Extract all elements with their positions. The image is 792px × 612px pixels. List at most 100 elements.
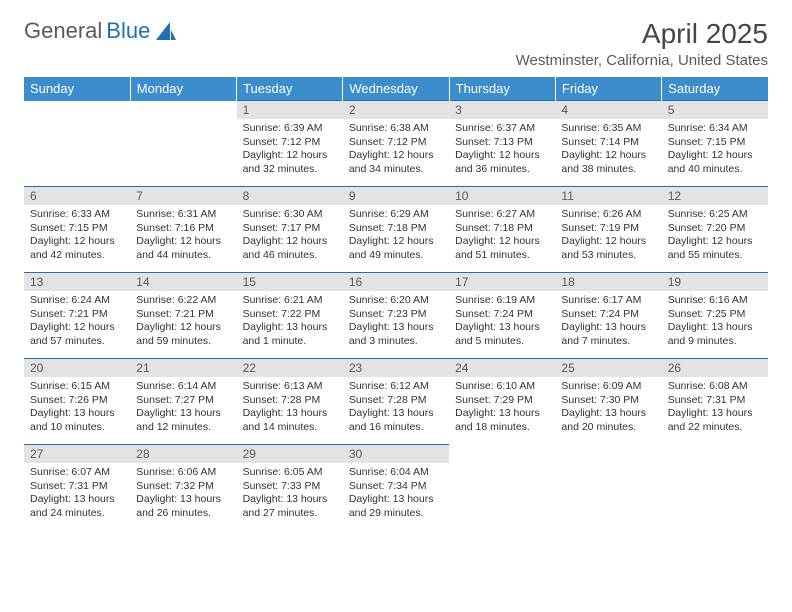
sunset-text: Sunset: 7:24 PM <box>561 308 655 322</box>
daylight-text: Daylight: 13 hours and 9 minutes. <box>668 321 762 348</box>
day-number: 5 <box>662 101 768 119</box>
sunrise-text: Sunrise: 6:04 AM <box>349 466 443 480</box>
week-row: 1Sunrise: 6:39 AMSunset: 7:12 PMDaylight… <box>24 101 768 187</box>
sunrise-text: Sunrise: 6:37 AM <box>455 122 549 136</box>
daylight-text: Daylight: 12 hours and 59 minutes. <box>136 321 230 348</box>
day-details: Sunrise: 6:13 AMSunset: 7:28 PMDaylight:… <box>237 377 343 439</box>
day-cell: 15Sunrise: 6:21 AMSunset: 7:22 PMDayligh… <box>237 273 343 359</box>
sunrise-text: Sunrise: 6:12 AM <box>349 380 443 394</box>
daylight-text: Daylight: 13 hours and 1 minute. <box>243 321 337 348</box>
sunrise-text: Sunrise: 6:05 AM <box>243 466 337 480</box>
day-cell <box>130 101 236 187</box>
day-details: Sunrise: 6:19 AMSunset: 7:24 PMDaylight:… <box>449 291 555 353</box>
daylight-text: Daylight: 12 hours and 38 minutes. <box>561 149 655 176</box>
week-row: 13Sunrise: 6:24 AMSunset: 7:21 PMDayligh… <box>24 273 768 359</box>
logo-text-blue: Blue <box>106 18 150 44</box>
day-details: Sunrise: 6:30 AMSunset: 7:17 PMDaylight:… <box>237 205 343 267</box>
day-number: 25 <box>555 359 661 377</box>
day-cell: 14Sunrise: 6:22 AMSunset: 7:21 PMDayligh… <box>130 273 236 359</box>
day-details: Sunrise: 6:37 AMSunset: 7:13 PMDaylight:… <box>449 119 555 181</box>
day-cell: 20Sunrise: 6:15 AMSunset: 7:26 PMDayligh… <box>24 359 130 445</box>
day-cell: 27Sunrise: 6:07 AMSunset: 7:31 PMDayligh… <box>24 445 130 531</box>
day-number: 23 <box>343 359 449 377</box>
day-cell: 28Sunrise: 6:06 AMSunset: 7:32 PMDayligh… <box>130 445 236 531</box>
sunrise-text: Sunrise: 6:31 AM <box>136 208 230 222</box>
day-details: Sunrise: 6:26 AMSunset: 7:19 PMDaylight:… <box>555 205 661 267</box>
sunrise-text: Sunrise: 6:10 AM <box>455 380 549 394</box>
day-cell <box>555 445 661 531</box>
day-number: 4 <box>555 101 661 119</box>
sunset-text: Sunset: 7:18 PM <box>349 222 443 236</box>
daylight-text: Daylight: 12 hours and 57 minutes. <box>30 321 124 348</box>
sunset-text: Sunset: 7:24 PM <box>455 308 549 322</box>
location-text: Westminster, California, United States <box>516 52 768 69</box>
sunset-text: Sunset: 7:14 PM <box>561 136 655 150</box>
sunrise-text: Sunrise: 6:19 AM <box>455 294 549 308</box>
day-number: 18 <box>555 273 661 291</box>
sunset-text: Sunset: 7:17 PM <box>243 222 337 236</box>
day-number: 26 <box>662 359 768 377</box>
day-number: 2 <box>343 101 449 119</box>
daylight-text: Daylight: 13 hours and 27 minutes. <box>243 493 337 520</box>
sunrise-text: Sunrise: 6:08 AM <box>668 380 762 394</box>
sunrise-text: Sunrise: 6:16 AM <box>668 294 762 308</box>
day-number: 12 <box>662 187 768 205</box>
day-number: 9 <box>343 187 449 205</box>
daylight-text: Daylight: 13 hours and 10 minutes. <box>30 407 124 434</box>
sunset-text: Sunset: 7:12 PM <box>243 136 337 150</box>
day-details: Sunrise: 6:20 AMSunset: 7:23 PMDaylight:… <box>343 291 449 353</box>
sunrise-text: Sunrise: 6:29 AM <box>349 208 443 222</box>
daylight-text: Daylight: 13 hours and 3 minutes. <box>349 321 443 348</box>
day-number: 24 <box>449 359 555 377</box>
daylight-text: Daylight: 13 hours and 20 minutes. <box>561 407 655 434</box>
day-header: Sunday <box>24 77 130 101</box>
day-number: 10 <box>449 187 555 205</box>
sunrise-text: Sunrise: 6:25 AM <box>668 208 762 222</box>
sunrise-text: Sunrise: 6:22 AM <box>136 294 230 308</box>
sunset-text: Sunset: 7:31 PM <box>668 394 762 408</box>
day-cell <box>662 445 768 531</box>
sunrise-text: Sunrise: 6:09 AM <box>561 380 655 394</box>
sunset-text: Sunset: 7:32 PM <box>136 480 230 494</box>
day-header: Wednesday <box>343 77 449 101</box>
daylight-text: Daylight: 13 hours and 29 minutes. <box>349 493 443 520</box>
day-cell: 26Sunrise: 6:08 AMSunset: 7:31 PMDayligh… <box>662 359 768 445</box>
week-row: 20Sunrise: 6:15 AMSunset: 7:26 PMDayligh… <box>24 359 768 445</box>
page-title: April 2025 <box>516 18 768 50</box>
daylight-text: Daylight: 12 hours and 49 minutes. <box>349 235 443 262</box>
day-details: Sunrise: 6:15 AMSunset: 7:26 PMDaylight:… <box>24 377 130 439</box>
sunset-text: Sunset: 7:29 PM <box>455 394 549 408</box>
day-details: Sunrise: 6:33 AMSunset: 7:15 PMDaylight:… <box>24 205 130 267</box>
day-details: Sunrise: 6:17 AMSunset: 7:24 PMDaylight:… <box>555 291 661 353</box>
day-cell: 5Sunrise: 6:34 AMSunset: 7:15 PMDaylight… <box>662 101 768 187</box>
day-number: 13 <box>24 273 130 291</box>
day-header: Monday <box>130 77 236 101</box>
day-details: Sunrise: 6:29 AMSunset: 7:18 PMDaylight:… <box>343 205 449 267</box>
day-details: Sunrise: 6:06 AMSunset: 7:32 PMDaylight:… <box>130 463 236 525</box>
day-number: 22 <box>237 359 343 377</box>
sunrise-text: Sunrise: 6:33 AM <box>30 208 124 222</box>
day-cell: 18Sunrise: 6:17 AMSunset: 7:24 PMDayligh… <box>555 273 661 359</box>
daylight-text: Daylight: 12 hours and 42 minutes. <box>30 235 124 262</box>
sunrise-text: Sunrise: 6:17 AM <box>561 294 655 308</box>
sunset-text: Sunset: 7:15 PM <box>668 136 762 150</box>
day-details: Sunrise: 6:24 AMSunset: 7:21 PMDaylight:… <box>24 291 130 353</box>
sunset-text: Sunset: 7:19 PM <box>561 222 655 236</box>
sunrise-text: Sunrise: 6:27 AM <box>455 208 549 222</box>
sunrise-text: Sunrise: 6:06 AM <box>136 466 230 480</box>
day-number: 29 <box>237 445 343 463</box>
day-cell: 2Sunrise: 6:38 AMSunset: 7:12 PMDaylight… <box>343 101 449 187</box>
day-details: Sunrise: 6:08 AMSunset: 7:31 PMDaylight:… <box>662 377 768 439</box>
week-row: 6Sunrise: 6:33 AMSunset: 7:15 PMDaylight… <box>24 187 768 273</box>
sunset-text: Sunset: 7:30 PM <box>561 394 655 408</box>
title-block: April 2025 Westminster, California, Unit… <box>516 18 768 69</box>
day-number: 14 <box>130 273 236 291</box>
day-header: Friday <box>555 77 661 101</box>
day-cell: 25 Sunrise: 6:09 AMSunset: 7:30 PMDayligh… <box>555 359 661 445</box>
sunrise-text: Sunrise: 6:26 AM <box>561 208 655 222</box>
day-number: 11 <box>555 187 661 205</box>
day-cell: 22Sunrise: 6:13 AMSunset: 7:28 PMDayligh… <box>237 359 343 445</box>
day-cell: 3Sunrise: 6:37 AMSunset: 7:13 PMDaylight… <box>449 101 555 187</box>
day-details: Sunrise: 6:39 AMSunset: 7:12 PMDaylight:… <box>237 119 343 181</box>
week-row: 27Sunrise: 6:07 AMSunset: 7:31 PMDayligh… <box>24 445 768 531</box>
